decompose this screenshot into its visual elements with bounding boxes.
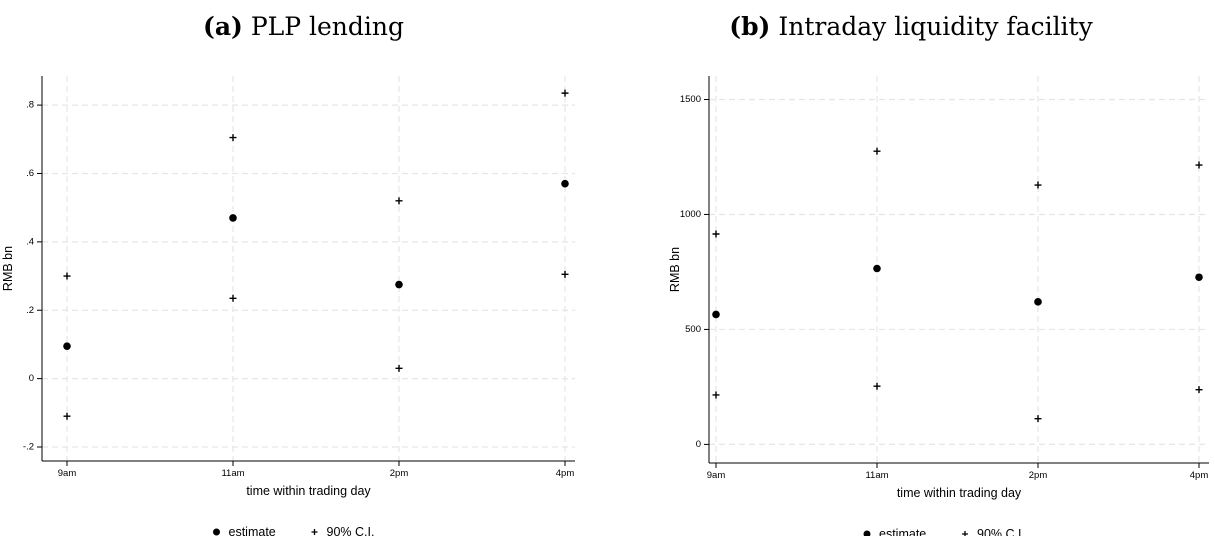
y-tick-label: .4 xyxy=(26,236,34,247)
legend-ci-marker xyxy=(311,529,318,535)
x-tick-label: 11am xyxy=(865,470,888,481)
x-tick-label: 4pm xyxy=(556,468,575,479)
y-axis-title: RMB bn xyxy=(668,247,682,292)
panel-label: (a) xyxy=(203,12,243,41)
ci-point xyxy=(712,391,720,399)
x-tick-label: 9am xyxy=(58,468,77,479)
chart-title: (b) Intraday liquidity facility xyxy=(607,12,1215,41)
chart-title-text: PLP lending xyxy=(250,12,404,41)
ci-point xyxy=(561,89,569,97)
ci-point xyxy=(229,294,237,302)
x-axis-title: time within trading day xyxy=(246,484,371,498)
x-tick-label: 11am xyxy=(221,468,244,479)
legend-ci-label: 90% C.I. xyxy=(977,527,1025,536)
y-tick-label: 1000 xyxy=(680,209,701,220)
estimate-point xyxy=(229,214,237,222)
ci-point xyxy=(63,272,71,280)
ci-point xyxy=(63,412,71,420)
legend-estimate-label: estimate xyxy=(879,527,926,536)
ci-point xyxy=(1195,386,1203,394)
estimate-point xyxy=(873,264,881,273)
panel-label: (b) xyxy=(729,12,771,41)
ci-point xyxy=(395,364,403,372)
y-tick-label: 1500 xyxy=(680,94,701,105)
x-axis-title: time within trading day xyxy=(897,486,1022,500)
legend-estimate-label: estimate xyxy=(229,525,276,536)
y-tick-label: .6 xyxy=(26,168,34,179)
estimate-point xyxy=(1195,273,1203,282)
chart-svg: 0 500 1000 1500 9am 11am 2pm 4pm time within tra… xyxy=(668,76,1209,536)
ci-point xyxy=(1195,161,1203,169)
y-tick-label: -.2 xyxy=(23,442,34,453)
estimate-point xyxy=(561,179,569,188)
y-tick-label: 500 xyxy=(685,324,701,335)
x-tick-label: 2pm xyxy=(390,468,409,479)
ci-point xyxy=(873,382,881,390)
legend-estimate-marker xyxy=(863,530,871,536)
legend-ci-label: 90% C.I. xyxy=(327,525,375,536)
chart-title: (a) PLP lending xyxy=(0,12,607,41)
ci-point xyxy=(1034,181,1042,189)
chart-svg: -.2 0 .2 .4 .6 .8 9am 11am 2pm 4pm time within tra… xyxy=(1,76,575,536)
y-tick-label: .8 xyxy=(26,100,34,111)
y-tick-label: .2 xyxy=(26,305,34,316)
y-tick-label: 0 xyxy=(29,373,34,384)
y-tick-label: 0 xyxy=(696,439,701,450)
x-tick-label: 4pm xyxy=(1190,470,1209,481)
x-tick-label: 9am xyxy=(707,470,726,481)
x-tick-label: 2pm xyxy=(1029,470,1048,481)
y-axis-title: RMB bn xyxy=(1,246,15,291)
ci-point xyxy=(712,230,720,238)
ci-point xyxy=(561,270,569,278)
panel-plp-lending: (a) PLP lending -.2 0 .2 .4 .6 .8 9am 11am 2pm 4p… xyxy=(0,0,607,536)
estimate-point xyxy=(395,280,403,289)
estimate-point xyxy=(712,310,720,319)
estimate-point xyxy=(63,342,71,350)
ci-point xyxy=(229,134,237,142)
ci-point xyxy=(395,197,403,205)
ci-point xyxy=(873,147,881,155)
legend-estimate-marker xyxy=(213,528,220,536)
legend-ci-marker xyxy=(962,531,968,536)
estimate-point xyxy=(1034,298,1042,306)
panel-intraday-liquidity: (b) Intraday liquidity facility 0 500 1000… xyxy=(607,0,1215,536)
ci-point xyxy=(1034,415,1042,423)
chart-title-text: Intraday liquidity facility xyxy=(778,12,1093,41)
